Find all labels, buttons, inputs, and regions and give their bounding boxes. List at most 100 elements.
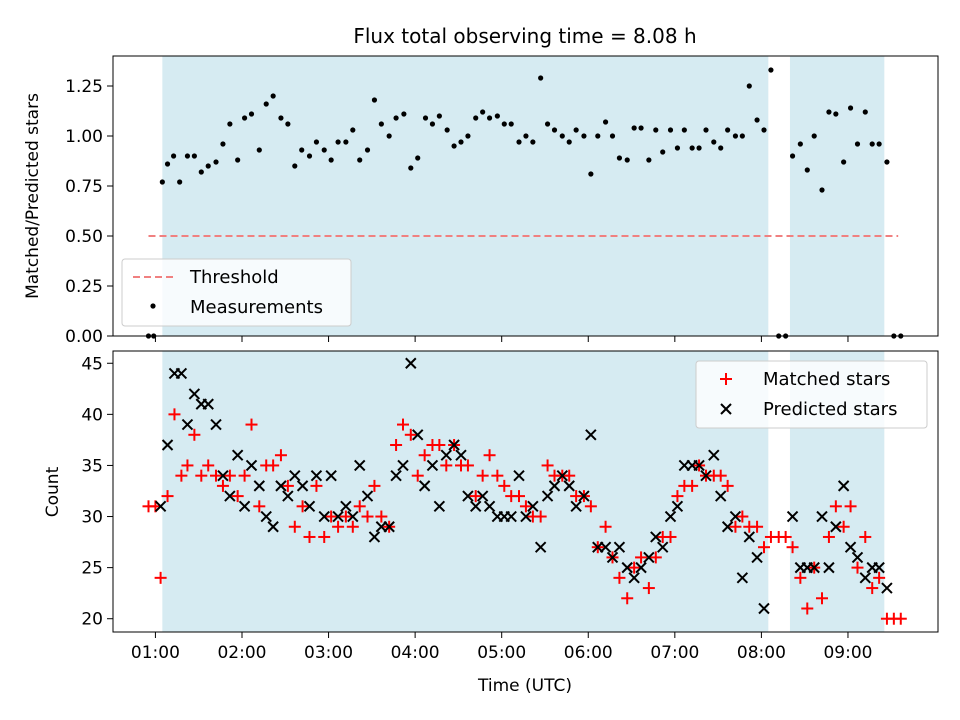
measurements-point (595, 133, 601, 139)
matched-stars-point (325, 510, 338, 523)
matched-stars-point (541, 459, 554, 472)
observing-window-band (789, 56, 885, 336)
measurements-point (653, 127, 659, 133)
predicted-stars-point (426, 459, 439, 472)
measurements-point (486, 115, 493, 121)
matched-stars-point (894, 612, 907, 625)
predicted-stars-point (556, 469, 568, 482)
x-tick-label: 07:00 (650, 643, 699, 663)
measurements-point (378, 121, 384, 127)
predicted-stars-point (397, 459, 409, 472)
matched-stars-point (253, 500, 266, 513)
measurements-point (681, 127, 687, 133)
predicted-stars-point (175, 367, 188, 380)
measurements-point (841, 159, 847, 165)
matched-stars-point (274, 449, 287, 462)
measurements-point (811, 133, 817, 139)
measurements-point (862, 109, 868, 115)
matched-stars-point (664, 530, 677, 543)
x-tick-label: 09:00 (823, 643, 872, 663)
predicted-stars-point (873, 561, 885, 574)
matched-stars-point (729, 520, 742, 533)
matched-stars-point (779, 530, 792, 543)
predicted-stars-point (476, 490, 489, 502)
predicted-stars-point (513, 469, 525, 482)
matched-stars-point (513, 490, 526, 503)
matched-stars-point (757, 541, 770, 554)
matched-stars-point (238, 469, 251, 482)
matched-stars-point (873, 571, 886, 584)
measurements-point (544, 121, 551, 127)
measurements-point (826, 109, 832, 115)
predicted-stars-point (325, 469, 337, 482)
matched-stars-point (216, 479, 229, 492)
matched-stars-point (837, 520, 850, 533)
chart-title: Flux total observing time = 8.08 h (353, 24, 696, 48)
measurements-point (256, 147, 262, 153)
measurements-point (465, 133, 471, 139)
predicted-stars-point (851, 551, 864, 564)
predicted-stars-point (245, 459, 258, 472)
measurements-point (248, 111, 255, 117)
measurements-point (164, 161, 171, 167)
predicted-stars-point (859, 572, 871, 584)
matched-stars-point (498, 479, 511, 492)
ratio-legend-box (121, 258, 352, 327)
predicted-stars-point (462, 490, 474, 502)
predicted-stars-point (657, 541, 669, 553)
measurements-point (213, 159, 219, 165)
predicted-stars-point (823, 561, 835, 574)
predicted-stars-point (470, 500, 482, 513)
predicted-stars-point (296, 480, 309, 492)
measurements-point (429, 121, 436, 127)
count-panel-frame (112, 350, 939, 633)
measurements-point (357, 157, 363, 163)
y-tick-label: 35 (81, 456, 103, 476)
measurements-point (313, 139, 320, 145)
matched-stars-point (534, 510, 547, 523)
measurements-point (321, 147, 327, 153)
predicted-stars-point (433, 500, 446, 513)
ratio-panel: 0.00 0.25 0.50 0.75 1.00 1.25 Matched/Predict… (23, 55, 939, 347)
predicted-stars-point (837, 480, 850, 492)
predicted-stars-point (881, 582, 893, 594)
matched-stars-point (628, 561, 641, 574)
y-tick-label: 20 (81, 610, 103, 630)
predicted-stars-point (830, 521, 842, 533)
legend-measurements-label: Measurements (190, 297, 323, 318)
predicted-stars-point (736, 572, 749, 584)
predicted-stars-point (816, 510, 828, 523)
matched-stars-point (332, 520, 345, 533)
measurements-point (566, 139, 572, 145)
predicted-stars-point (808, 561, 820, 574)
measurements-point (408, 165, 414, 171)
measurements-point (732, 133, 739, 139)
measurements-point (220, 141, 226, 147)
observing-window-band (162, 351, 769, 632)
predicted-stars-point (340, 500, 352, 513)
predicted-stars-point (650, 531, 662, 543)
predicted-stars-point (729, 510, 742, 523)
matched-stars-point (686, 479, 699, 492)
matched-stars-point (161, 490, 174, 503)
matched-stars-point (815, 592, 828, 605)
measurements-point (602, 119, 609, 125)
matched-stars-point (751, 520, 764, 533)
ratio-y-label: Matched/Predicted stars (23, 93, 43, 299)
predicted-stars-point (715, 490, 727, 502)
measurements-point (768, 67, 774, 73)
predicted-stars-point (161, 439, 174, 451)
predicted-stars-point (483, 500, 496, 513)
measurements-point (876, 141, 882, 147)
measurements-point (285, 121, 291, 127)
y-tick-label: 0.00 (65, 327, 103, 347)
measurements-point (292, 163, 298, 169)
predicted-stars-point (275, 480, 287, 492)
matched-stars-point (267, 459, 280, 472)
measurements-point (335, 139, 341, 145)
matched-stars-point (635, 551, 648, 564)
measurements-point (581, 133, 587, 139)
matched-stars-point (721, 479, 734, 492)
matched-stars-point (281, 479, 294, 492)
measurements-point (869, 141, 875, 147)
